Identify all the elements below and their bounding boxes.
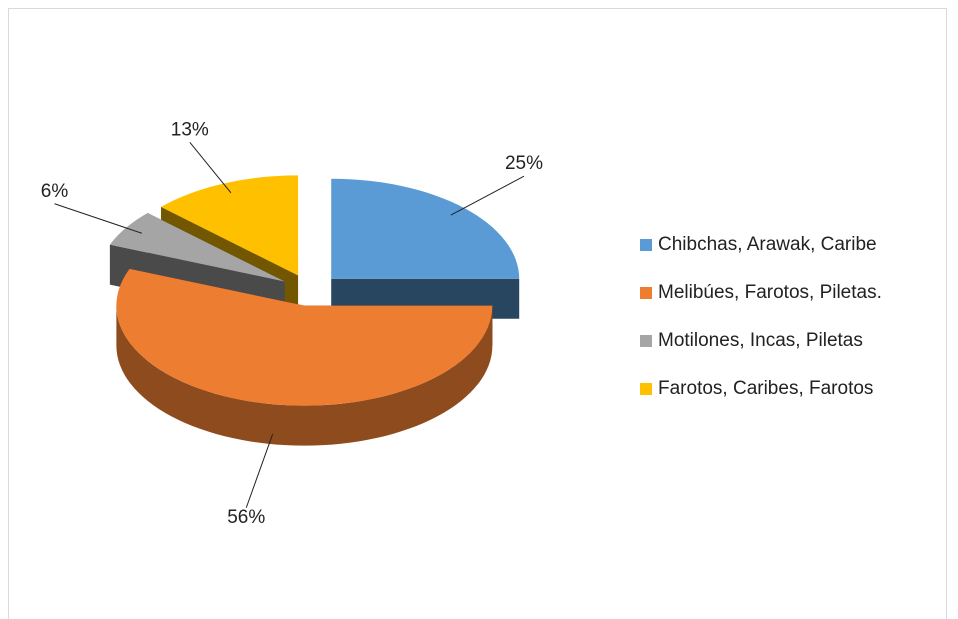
legend-label: Motilones, Incas, Piletas (658, 330, 863, 351)
data-label: 25% (505, 153, 543, 174)
slice (116, 268, 493, 446)
chart-border (8, 8, 947, 619)
legend-label: Farotos, Caribes, Farotos (658, 378, 873, 399)
leader-line (450, 175, 525, 216)
slice (331, 178, 520, 319)
slice (331, 178, 520, 279)
pie (109, 175, 520, 446)
legend-swatch (640, 239, 652, 251)
slice (161, 175, 299, 276)
leader-line (54, 203, 142, 234)
data-label: 56% (227, 507, 265, 528)
leader-line (245, 433, 274, 508)
slice (109, 212, 285, 282)
legend-swatch (640, 287, 652, 299)
legend-label: Chibchas, Arawak, Caribe (658, 234, 877, 255)
data-label: 6% (41, 181, 69, 202)
slice-outer-wall (116, 305, 493, 446)
slice (116, 268, 493, 406)
data-label: 13% (171, 119, 209, 140)
legend-swatch (640, 383, 652, 395)
legend-swatch (640, 335, 652, 347)
leader-line (189, 141, 232, 194)
legend-label: Melibúes, Farotos, Piletas. (658, 282, 882, 303)
